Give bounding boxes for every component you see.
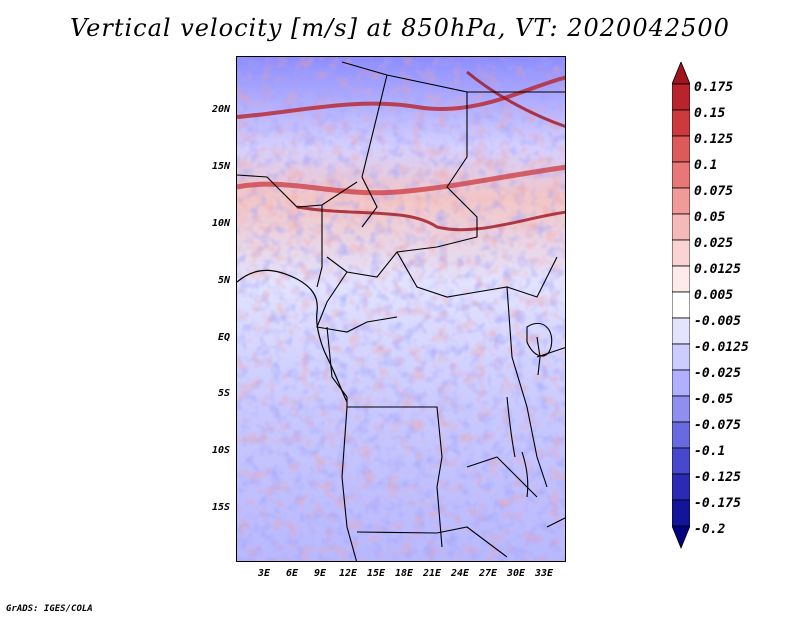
red-streak bbox=[296, 205, 565, 232]
colorbar-segment bbox=[672, 109, 690, 137]
colorbar-segment bbox=[672, 369, 690, 397]
lat-label-15s: 15S bbox=[211, 502, 230, 513]
colorbar-label: 0.075 bbox=[694, 184, 734, 199]
lat-label-10s: 10S bbox=[211, 445, 230, 456]
colorbar-segment bbox=[672, 343, 690, 371]
colorbar-label: -0.025 bbox=[694, 366, 741, 381]
colorbar-label: 0.15 bbox=[694, 106, 726, 121]
lat-label-5s: 5S bbox=[217, 388, 230, 399]
colorbar-segment bbox=[672, 187, 690, 215]
lat-label-eq: EQ bbox=[217, 332, 230, 343]
colorbar-segment bbox=[672, 83, 690, 111]
lon-label-24e: 24E bbox=[450, 568, 470, 579]
lon-label-30e: 30E bbox=[506, 568, 526, 579]
lat-label-15n: 15N bbox=[211, 161, 230, 172]
colorbar-label: -0.0125 bbox=[694, 340, 749, 355]
lat-label-10n: 10N bbox=[211, 218, 230, 229]
map-title: Vertical velocity [m/s] at 850hPa, VT: 2… bbox=[70, 14, 730, 42]
lon-label-33e: 33E bbox=[534, 568, 554, 579]
colorbar-label: 0.1 bbox=[694, 158, 718, 173]
colorbar-segment bbox=[672, 317, 690, 345]
red-speckle-layer bbox=[237, 57, 565, 561]
lon-label-9e: 9E bbox=[313, 568, 327, 579]
colorbar-bottom-arrow bbox=[672, 525, 690, 550]
colorbar-label: -0.1 bbox=[694, 444, 726, 459]
lat-label-5n: 5N bbox=[217, 275, 230, 286]
great-lakes bbox=[506, 322, 553, 498]
colorbar-label: 0.05 bbox=[694, 210, 726, 225]
lon-label-6e: 6E bbox=[285, 568, 299, 579]
colorbar-label: -0.05 bbox=[694, 392, 734, 407]
country-boundaries bbox=[237, 61, 565, 561]
colorbar-label: -0.125 bbox=[694, 470, 741, 485]
colorbar-label: 0.0125 bbox=[694, 262, 741, 277]
lat-label-20n: 20N bbox=[211, 104, 230, 115]
colorbar-segment bbox=[672, 447, 690, 475]
colorbar-label: 0.005 bbox=[694, 288, 734, 303]
colorbar-label: 0.175 bbox=[694, 80, 734, 95]
colorbar-segment bbox=[672, 135, 690, 163]
colorbar-label: -0.2 bbox=[694, 522, 726, 537]
coastline bbox=[237, 269, 348, 403]
colorbar-segment bbox=[672, 291, 690, 319]
red-streak bbox=[466, 70, 565, 128]
colorbar-label: 0.125 bbox=[694, 132, 734, 147]
colorbar-label: -0.005 bbox=[694, 314, 741, 329]
lon-label-3e: 3E bbox=[257, 568, 271, 579]
colorbar-segment bbox=[672, 421, 690, 449]
map-field-layer bbox=[237, 57, 565, 561]
colorbar-segment bbox=[672, 473, 690, 501]
colorbar bbox=[672, 62, 690, 550]
lon-label-12e: 12E bbox=[338, 568, 358, 579]
colorbar-label: 0.025 bbox=[694, 236, 734, 251]
colorbar-label: -0.075 bbox=[694, 418, 741, 433]
lon-label-15e: 15E bbox=[366, 568, 386, 579]
lon-label-18e: 18E bbox=[394, 568, 414, 579]
colorbar-segment bbox=[672, 213, 690, 241]
colorbar-segment bbox=[672, 161, 690, 189]
lon-label-27e: 27E bbox=[478, 568, 498, 579]
colorbar-segment bbox=[672, 265, 690, 293]
colorbar-label: -0.175 bbox=[694, 496, 741, 511]
red-streak bbox=[237, 164, 565, 196]
velocity-map bbox=[236, 56, 566, 562]
red-streak bbox=[237, 75, 565, 119]
colorbar-segment bbox=[672, 499, 690, 527]
colorbar-segment bbox=[672, 239, 690, 267]
colorbar-segment bbox=[672, 395, 690, 423]
lon-label-21e: 21E bbox=[422, 568, 442, 579]
colorbar-top-arrow bbox=[672, 62, 690, 85]
grads-credit: GrADS: IGES/COLA bbox=[6, 604, 93, 614]
